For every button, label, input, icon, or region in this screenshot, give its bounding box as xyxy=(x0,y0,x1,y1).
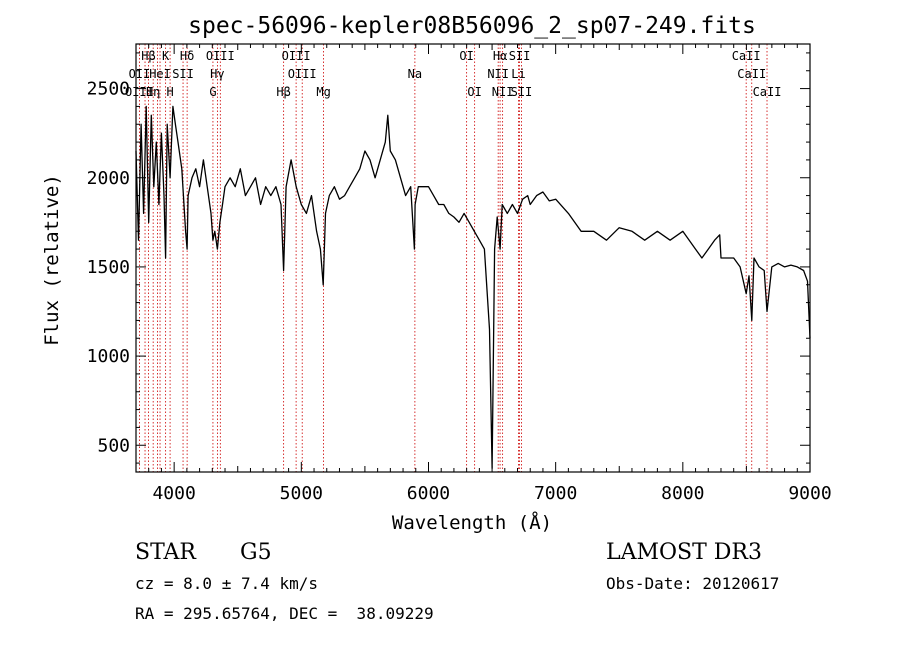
x-tick-label: 7000 xyxy=(534,483,577,504)
x-tick-label: 4000 xyxy=(152,483,195,504)
spectral-line-label: NII xyxy=(487,67,509,81)
x-tick-label: 9000 xyxy=(788,483,831,504)
plot-frame xyxy=(135,43,811,473)
spectral-line-label: Hα xyxy=(493,49,507,63)
object-subclass: G5 xyxy=(240,540,272,565)
spectral-line-label: SII xyxy=(511,85,533,99)
x-axis-label: Wavelength (Å) xyxy=(392,511,552,534)
spectral-line-label: SII xyxy=(509,49,531,63)
x-tick-label: 6000 xyxy=(407,483,450,504)
sky-coordinates: RA = 295.65764, DEC = 38.09229 xyxy=(135,604,434,623)
spectral-line-label: OI xyxy=(467,85,481,99)
observation-date: Obs-Date: 20120617 xyxy=(606,574,780,593)
y-axis-label: Flux (relative) xyxy=(41,174,63,346)
survey-name: LAMOST DR3 xyxy=(606,540,762,565)
x-tick-label: 8000 xyxy=(661,483,704,504)
spectral-line-label: OI xyxy=(459,49,473,63)
redshift-velocity: cz = 8.0 ± 7.4 km/s xyxy=(135,574,319,593)
spectral-line-label: OII xyxy=(129,67,151,81)
spectral-line-label: HeI xyxy=(149,67,171,81)
x-tick-label: 5000 xyxy=(280,483,323,504)
spectral-line-label: CaII xyxy=(732,49,761,63)
y-tick-label: 1000 xyxy=(87,346,130,367)
y-tick-label: 500 xyxy=(97,435,130,456)
y-tick-label: 1500 xyxy=(87,257,130,278)
spectral-line-label: H xyxy=(166,85,173,99)
y-tick-label: 2500 xyxy=(87,79,130,100)
spectral-line-label: NII xyxy=(492,85,514,99)
spectral-line-label: Hβ xyxy=(141,49,155,63)
spectral-line-label: K xyxy=(162,49,170,63)
spectral-line-label: OIII xyxy=(288,67,317,81)
spectral-line-label: OIII xyxy=(282,49,311,63)
chart-title: spec-56096-kepler08B56096_2_sp07-249.fit… xyxy=(188,13,756,39)
spectral-line-label: SII xyxy=(172,67,194,81)
spectral-line-label: G xyxy=(209,85,216,99)
spectrum-line xyxy=(135,105,811,470)
spectral-line-label: CaII xyxy=(753,85,782,99)
spectral-line-label: Hβ xyxy=(276,85,290,99)
spectral-line-label: Hγ xyxy=(210,67,224,81)
object-class: STAR xyxy=(135,540,196,565)
spectral-line-label: Na xyxy=(408,67,422,81)
line-markers xyxy=(139,44,768,472)
spectral-line-label: Li xyxy=(511,67,525,81)
spectral-line-label: OIII xyxy=(125,85,154,99)
y-tick-label: 2000 xyxy=(87,168,130,189)
spectral-line-label: CaII xyxy=(737,67,766,81)
spectral-line-label: OIII xyxy=(206,49,235,63)
spectral-line-label: Hη xyxy=(146,85,160,99)
x-axis: 4000 5000 6000 7000 8000 9000 xyxy=(135,44,832,504)
spectral-line-label: Hδ xyxy=(180,49,194,63)
spectral-line-label: Mg xyxy=(316,85,330,99)
y-axis: 500 1000 1500 2000 2500 xyxy=(87,52,810,464)
